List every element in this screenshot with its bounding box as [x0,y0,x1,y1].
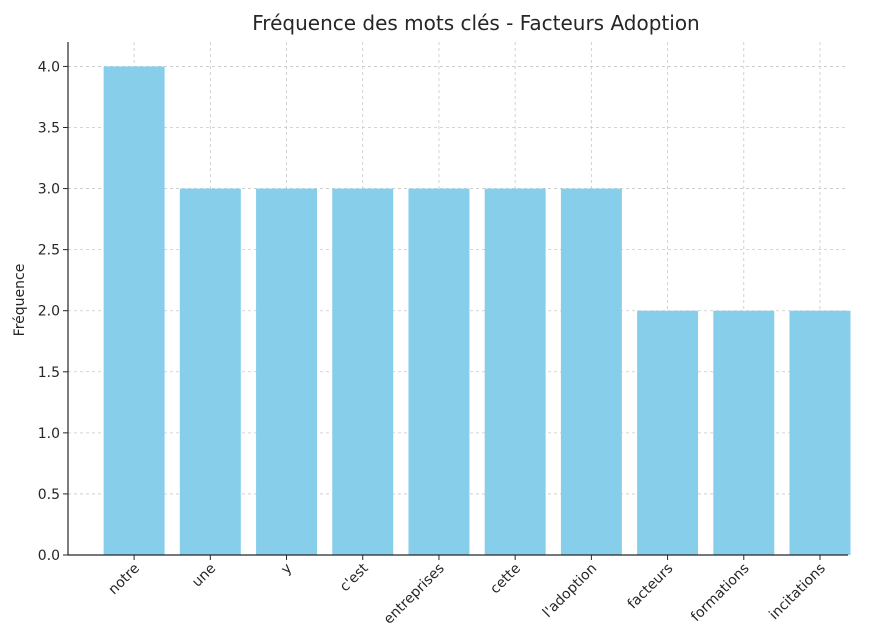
chart-title: Fréquence des mots clés - Facteurs Adopt… [252,11,699,35]
x-tick-label: y [278,561,295,578]
x-tick-label: formations [688,561,753,626]
bar [103,66,165,555]
y-axis-label: Fréquence [12,264,28,337]
x-tick-label: cette [487,561,524,598]
bar [332,188,394,556]
bar [256,188,318,556]
x-tick-label: facteurs [625,561,677,613]
x-tick-label: l'adoption [540,561,600,621]
bar [179,188,241,556]
y-tick-label: 3.0 [38,182,60,198]
bar [484,188,546,556]
y-tick-label: 3.5 [38,121,60,137]
bar [560,188,622,556]
bar [789,310,851,555]
x-tick-label: c'est [337,560,372,595]
x-tick-label: une [189,561,219,591]
y-tick-label: 0.0 [38,548,60,564]
x-tick-label: entreprises [381,561,448,628]
y-tick-label: 2.5 [38,243,60,259]
y-tick-label: 2.0 [38,304,60,320]
y-tick-label: 1.0 [38,426,60,442]
bar [713,310,775,555]
y-tick-label: 4.0 [38,59,60,75]
y-tick-label: 0.5 [38,487,60,503]
y-tick-label: 1.5 [38,365,60,381]
x-tick-label: notre [105,561,142,598]
bar [637,310,699,555]
bar [408,188,470,556]
x-tick-label: incitations [766,561,829,624]
